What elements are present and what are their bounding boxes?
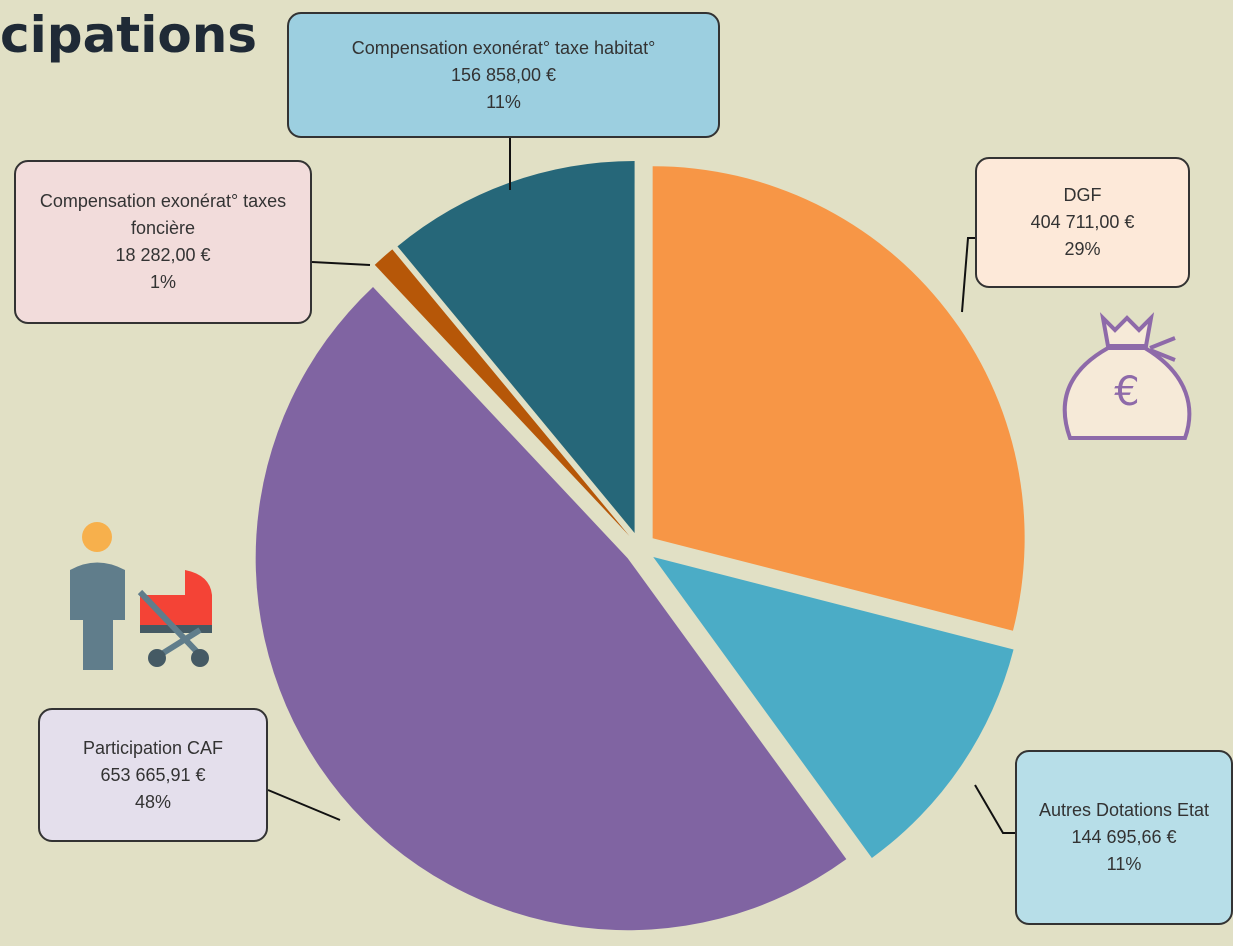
leader-line — [267, 789, 341, 821]
amount-label: 156 858,00 € — [450, 64, 557, 85]
pie-slice — [397, 160, 635, 533]
svg-text:€: € — [1114, 369, 1139, 415]
leader-line — [974, 784, 1015, 834]
family-icon — [70, 522, 212, 670]
callout-box: Autres Dotations Etat 144 695,66 € 11% — [1015, 750, 1233, 925]
amount-label: 653 665,91 € — [100, 764, 206, 785]
amount-label: 404 711,00 € — [1030, 212, 1135, 232]
leader-line — [311, 261, 371, 266]
chart-title: cipations — [0, 6, 258, 64]
value-label: 29% — [1064, 239, 1101, 259]
callout-box: Compensation exonérat° taxes foncière 18 … — [14, 160, 312, 324]
amount-label: 144 695,66 € — [1071, 827, 1177, 847]
value-label: 11% — [1106, 854, 1142, 874]
slice-label: Participation CAF — [82, 737, 224, 758]
pie-slice — [255, 287, 847, 931]
value-label: 48% — [134, 791, 172, 812]
callout-box: DGF 404 711,00 € 29% — [975, 157, 1190, 288]
pie-slice — [652, 166, 1025, 631]
pie-slice — [653, 556, 1014, 858]
money-bag-icon: € — [1062, 312, 1192, 440]
amount-label: 18 282,00 € — [115, 245, 211, 265]
slice-label: Compensation exonérat° taxe habitat° — [351, 37, 656, 58]
slice-label: DGF — [1063, 185, 1102, 205]
callout-box: Compensation exonérat° taxe habitat° 156 … — [287, 12, 720, 138]
callout-box: Participation CAF 653 665,91 € 48% — [38, 708, 268, 842]
pie-slice — [374, 249, 630, 536]
leader-line — [961, 237, 975, 313]
slice-label: Autres Dotations Etat — [1038, 800, 1210, 820]
leader-lines — [267, 138, 1015, 834]
value-label: 11% — [486, 91, 521, 112]
slice-label: Compensation exonérat° taxes foncière — [39, 191, 287, 238]
value-label: 1% — [149, 272, 176, 292]
